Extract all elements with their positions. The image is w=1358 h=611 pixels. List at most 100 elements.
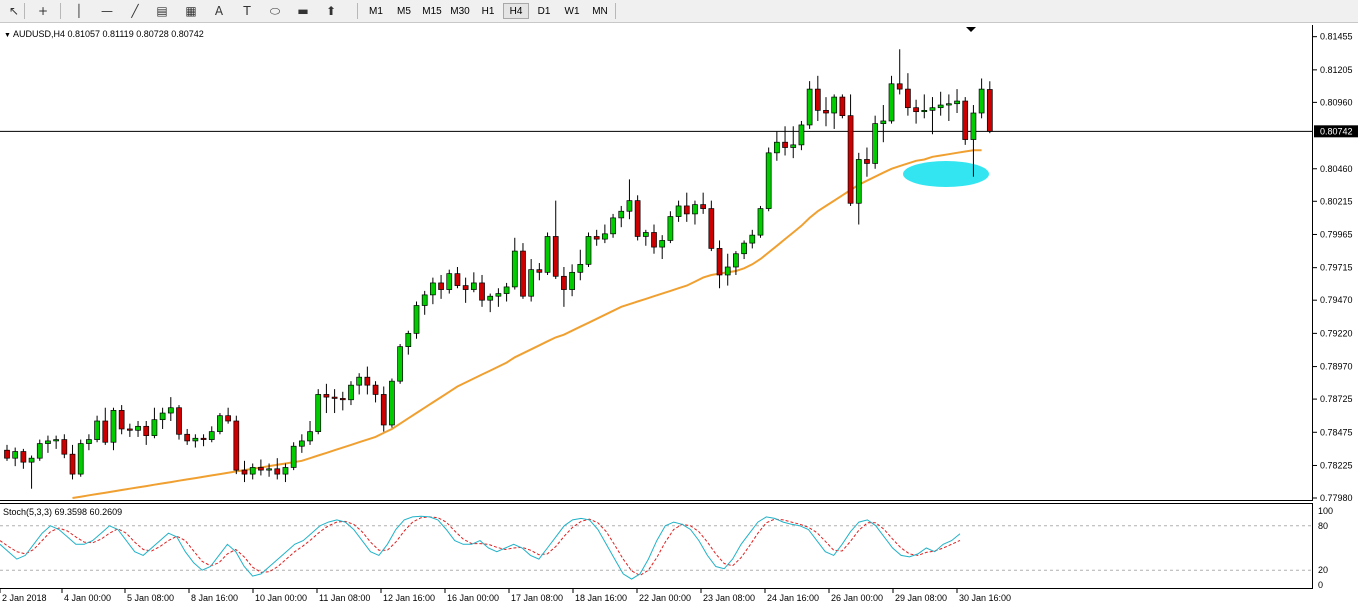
candle-body	[479, 282, 485, 301]
timeframe-button-m30[interactable]: M30	[450, 5, 470, 17]
candle-body	[290, 445, 297, 468]
candle-body	[577, 263, 584, 273]
chart-shift-marker-icon	[966, 27, 976, 32]
price-tick-label: 0.79715	[1320, 263, 1353, 273]
candle	[266, 463, 272, 477]
crosshair-icon[interactable]: +	[37, 4, 49, 18]
candle	[176, 405, 182, 440]
candle-body	[790, 144, 797, 148]
candle-body	[733, 253, 739, 268]
candle-body	[888, 83, 895, 122]
price-chart-frame[interactable]	[0, 25, 1313, 501]
candle-body	[700, 204, 707, 209]
candle	[782, 126, 788, 156]
candle	[339, 391, 346, 411]
timeframe-button-d1[interactable]: D1	[537, 5, 551, 17]
candle-body	[217, 415, 223, 432]
candle-body	[184, 433, 191, 442]
candle	[151, 407, 158, 439]
candle-body	[470, 282, 477, 290]
candle	[872, 115, 878, 169]
candle	[634, 195, 641, 241]
candle	[692, 200, 698, 225]
candle	[610, 213, 616, 238]
candle-body	[757, 208, 764, 236]
arrows-icon[interactable]: ⬆	[325, 4, 337, 18]
chart-toolbar: ↖ + │ — ╱ ▤ ▦ A T ⬭ ▬ ⬆ M1 M5 M15 M30 H1 H4 D1 W1 MN	[0, 0, 1358, 23]
timeframe-button-m1[interactable]: M1	[369, 5, 383, 17]
vertical-line-icon[interactable]: │	[75, 4, 83, 18]
candle-body	[602, 233, 608, 240]
candle-body	[978, 88, 985, 114]
candle	[389, 378, 395, 428]
cursor-icon[interactable]: ↖	[8, 4, 20, 18]
candle-body	[675, 205, 682, 217]
candle	[323, 383, 330, 414]
collapse-arrow-icon[interactable]: ▼	[4, 32, 11, 39]
candle	[855, 152, 862, 225]
candle	[233, 415, 240, 475]
timeframe-button-h4[interactable]: H4	[503, 3, 529, 19]
candle-body	[774, 141, 780, 154]
candle	[741, 240, 747, 260]
rectangle-icon[interactable]: ▬	[297, 4, 309, 18]
toolbar-separator	[615, 3, 616, 19]
time-axis-label: 10 Jan 00:00	[255, 593, 307, 603]
text-icon[interactable]: A	[214, 4, 224, 18]
timeframe-button-m5[interactable]: M5	[397, 5, 411, 17]
candle-body	[421, 294, 428, 306]
candle	[602, 224, 608, 244]
candle-body	[348, 384, 354, 401]
candle	[126, 423, 133, 437]
ellipse-icon[interactable]: ⬭	[269, 3, 281, 18]
candle	[626, 179, 633, 220]
candle-body	[4, 449, 10, 459]
fibonacci-fan-icon[interactable]: ▤	[156, 4, 168, 18]
timeframe-button-m15[interactable]: M15	[422, 5, 442, 17]
timeframe-button-mn[interactable]: MN	[592, 5, 608, 17]
timeframe-button-h1[interactable]: H1	[481, 5, 495, 17]
candle	[970, 105, 977, 177]
candle	[249, 463, 256, 480]
stochastic-subwindow-frame[interactable]	[0, 503, 1313, 589]
candle-body	[536, 269, 543, 273]
candle	[102, 407, 109, 445]
candle-body	[118, 410, 125, 430]
time-axis-label: 18 Jan 16:00	[575, 593, 627, 603]
candle-body	[45, 440, 51, 444]
candle	[53, 435, 59, 449]
text-label-icon[interactable]: T	[243, 4, 251, 18]
candle	[135, 421, 141, 437]
candle	[536, 263, 543, 281]
candle	[225, 407, 231, 424]
candle	[978, 78, 985, 119]
horizontal-line-icon[interactable]: —	[101, 4, 113, 18]
candle-body	[683, 205, 690, 215]
timeframe-button-w1[interactable]: W1	[564, 5, 580, 17]
candle	[929, 97, 936, 135]
candle	[315, 389, 322, 435]
trendline-icon[interactable]: ╱	[131, 4, 139, 18]
candle-body	[307, 431, 313, 442]
candle-body	[241, 469, 248, 475]
candle	[61, 434, 68, 459]
candle-body	[135, 425, 141, 431]
candle-body	[77, 443, 84, 475]
candle-body	[20, 451, 27, 463]
candle-body	[896, 83, 903, 90]
price-tick-label: 0.78970	[1320, 362, 1353, 372]
time-axis-label: 16 Jan 00:00	[447, 593, 499, 603]
candle	[462, 277, 469, 303]
time-axis-label: 8 Jan 16:00	[191, 593, 238, 603]
fibonacci-retracement-icon[interactable]: ▦	[185, 4, 197, 18]
stoch-axis-label: 0	[1318, 580, 1323, 590]
candle-body	[159, 412, 166, 421]
candle	[192, 434, 199, 448]
candle-body	[765, 152, 772, 209]
candle	[864, 147, 870, 177]
candle-body	[970, 112, 977, 140]
candle-body	[372, 384, 379, 395]
candle	[880, 105, 887, 143]
candle	[823, 97, 829, 127]
